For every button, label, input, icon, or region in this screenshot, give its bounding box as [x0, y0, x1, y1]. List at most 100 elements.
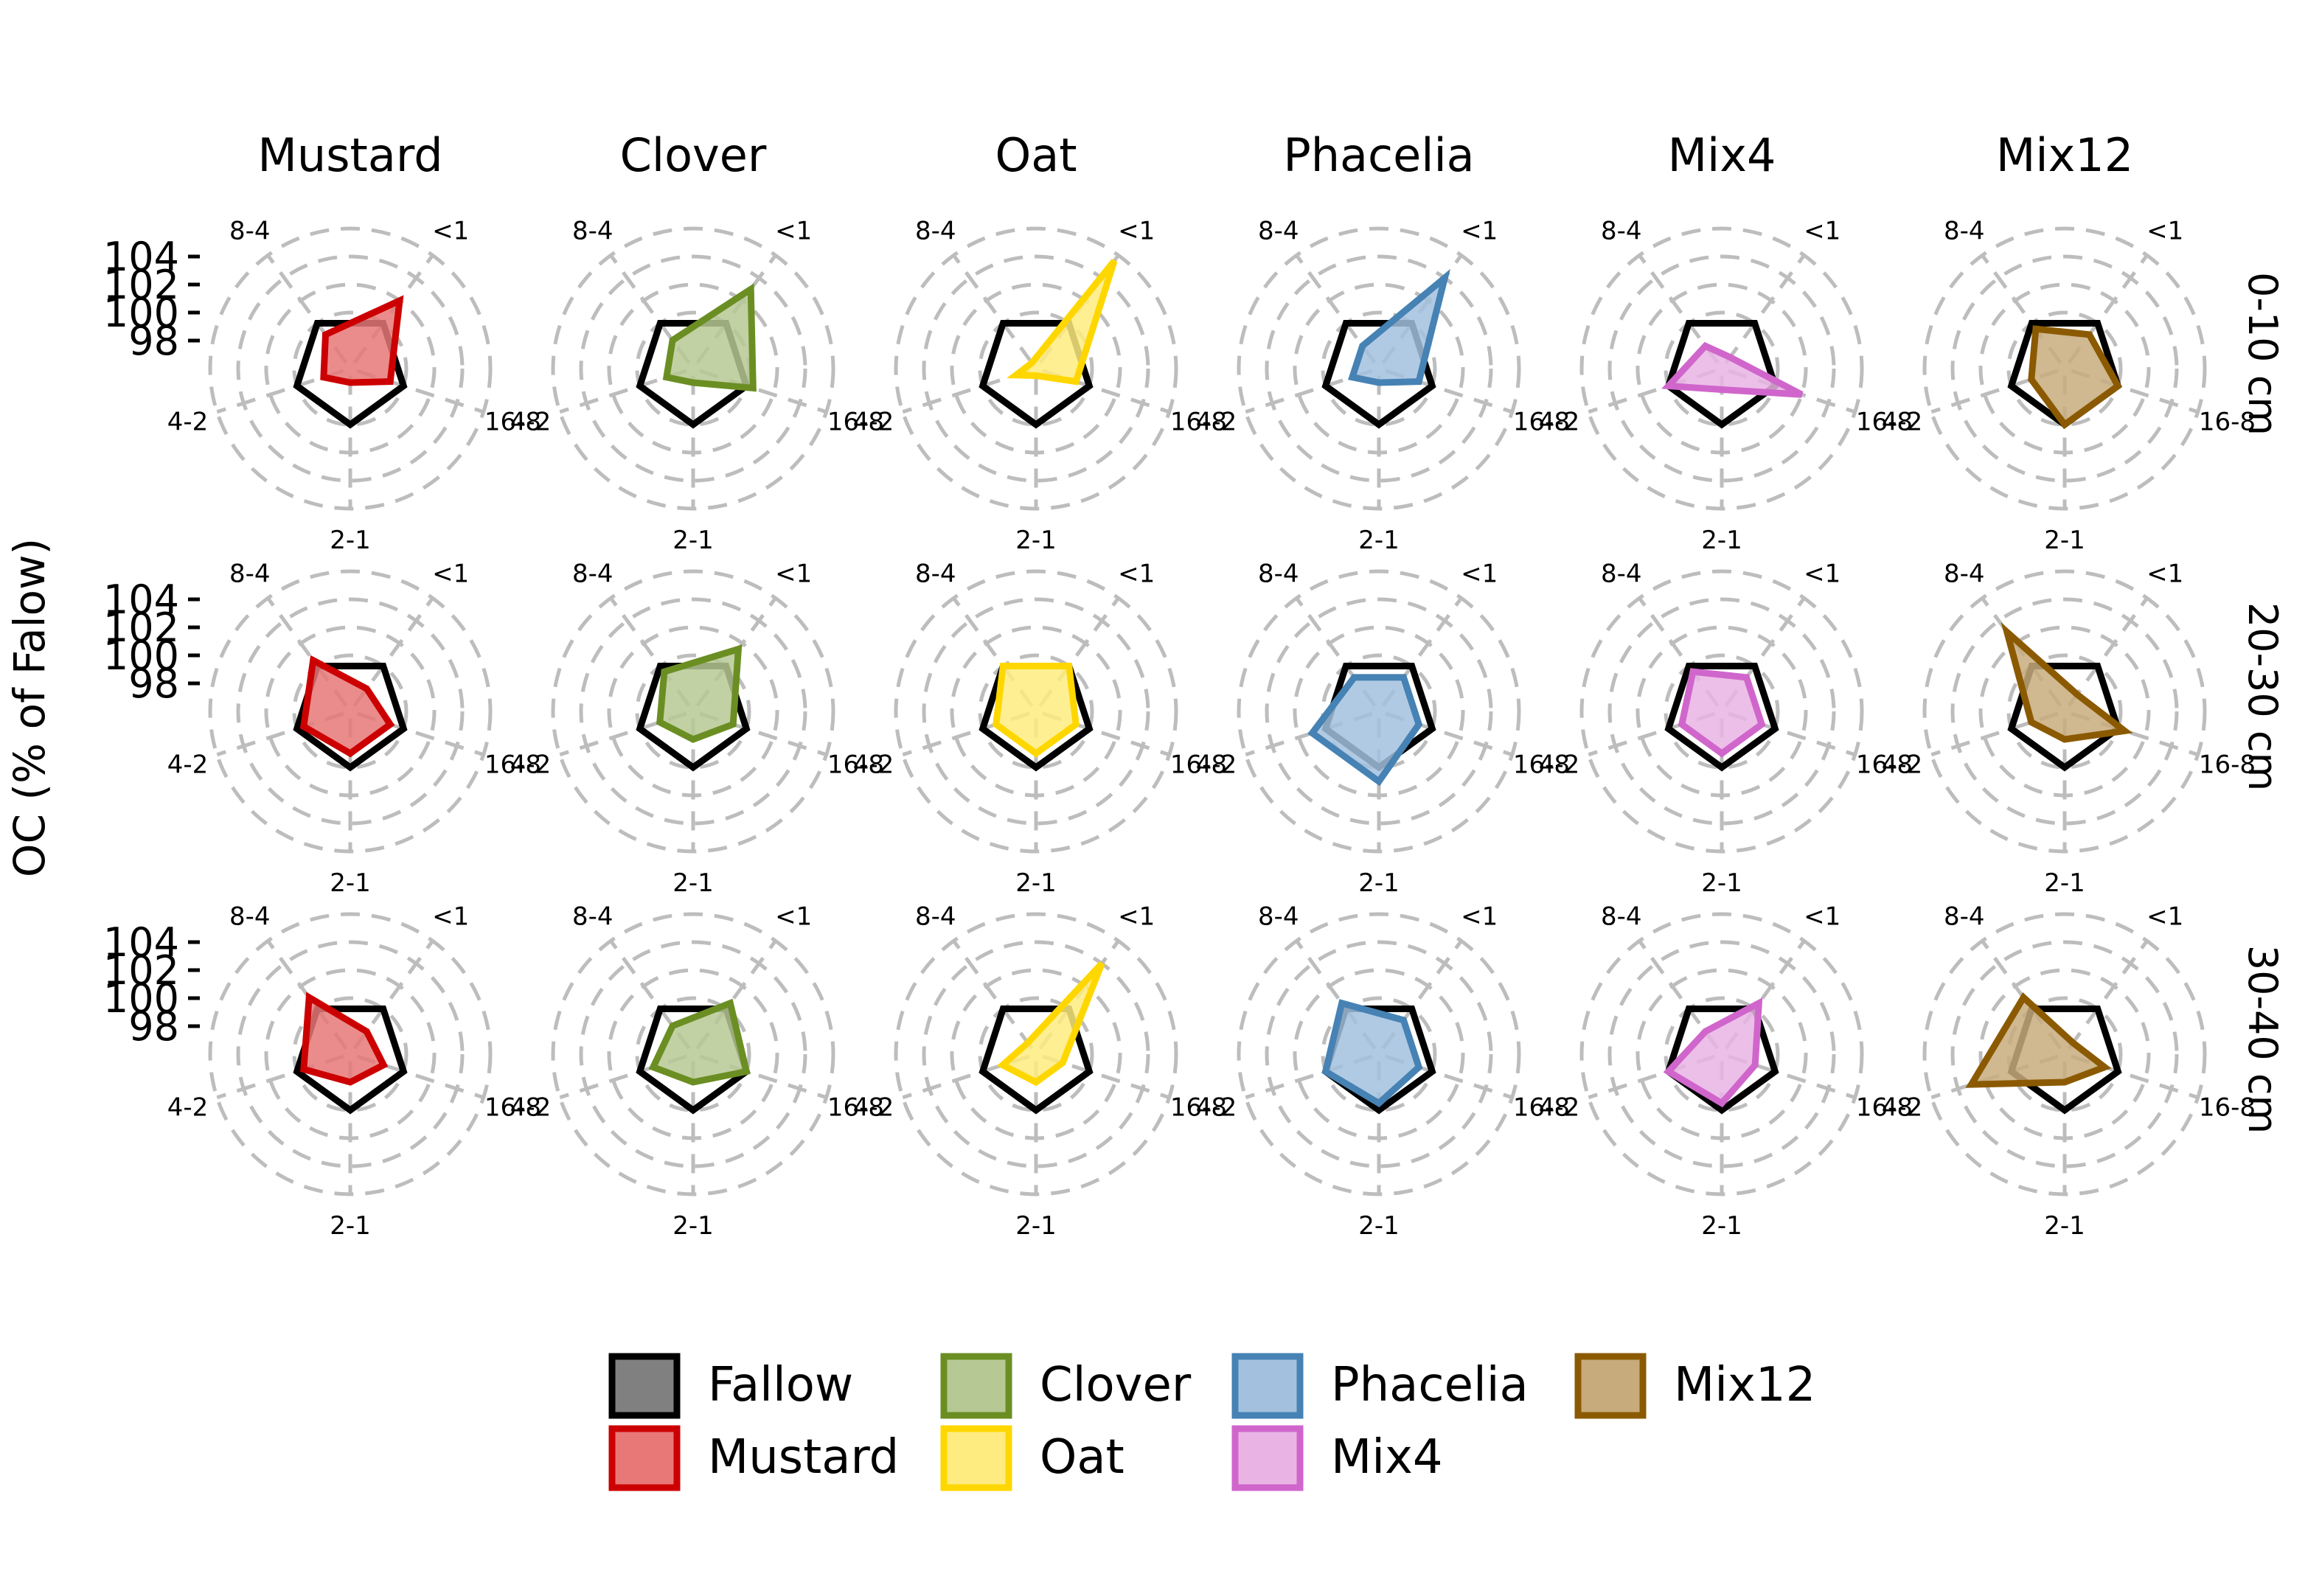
axis-label: <1 — [432, 559, 469, 588]
grid-spoke — [699, 1054, 827, 1100]
axis-label: 16-8 — [484, 1093, 541, 1123]
axis-label: 2-1 — [1701, 1211, 1742, 1241]
grid-spoke — [1638, 939, 1720, 1050]
grid-spoke — [902, 711, 1030, 757]
grid-spoke — [1245, 1054, 1373, 1100]
grid-spoke — [1381, 596, 1463, 707]
fallow-polygon — [978, 1006, 1094, 1115]
series-polygon-clover — [656, 644, 743, 743]
grid-spoke — [266, 254, 348, 364]
axis-label: <1 — [775, 902, 812, 931]
grid-spoke — [1724, 596, 1806, 707]
axis-label: 16-8 — [2199, 750, 2256, 780]
legend-key-mix4 — [1231, 1425, 1304, 1491]
axis-label: 2-1 — [1358, 526, 1400, 555]
grid-spoke — [1588, 1054, 1716, 1100]
legend-label: Mix4 — [1331, 1430, 1443, 1485]
axis-label: 8-4 — [1601, 902, 1642, 931]
series-polygon-mix4 — [1678, 668, 1766, 758]
axis-label: 2-1 — [672, 1211, 714, 1241]
axis-label: 8-4 — [1258, 559, 1299, 588]
axis-label: 16-8 — [827, 1093, 884, 1123]
axis-label: 4-2 — [167, 750, 209, 780]
grid-ring — [236, 597, 465, 826]
axis-label: 2-1 — [1701, 868, 1742, 898]
legend-label: Phacelia — [1331, 1358, 1529, 1412]
grid-spoke — [1295, 596, 1377, 707]
tick-label: 102 — [103, 947, 179, 994]
grid-spoke — [352, 596, 434, 707]
axis-label: 4-2 — [1196, 750, 1237, 780]
grid-spoke — [2067, 939, 2149, 1050]
axis-label: 16-8 — [1856, 408, 1913, 437]
panel-clover-2: <1 16-8 2-1 4-2 8-4 — [510, 902, 884, 1240]
axis-label: <1 — [1804, 559, 1840, 588]
series-polygon-oat — [993, 663, 1080, 758]
axis-label: 4-2 — [1882, 750, 1923, 780]
grid-spoke — [2071, 1054, 2199, 1100]
grid-spoke — [1728, 1054, 1856, 1100]
column-label: Mustard — [257, 128, 442, 182]
axis-label: 2-1 — [2044, 526, 2085, 555]
axis-label: 8-4 — [915, 216, 956, 245]
row-strip-labels: 0-10 cm 20-30 cm 30-40 cm — [2239, 272, 2286, 1134]
column-label: Phacelia — [1283, 128, 1474, 182]
row-label: 30-40 cm — [2239, 945, 2286, 1134]
column-label: Clover — [620, 128, 767, 182]
fallow-polygon — [293, 320, 408, 429]
grid-spoke — [695, 939, 777, 1050]
grid-spoke — [352, 939, 434, 1050]
axis-label: <1 — [1118, 559, 1155, 588]
grid-spoke — [609, 939, 691, 1050]
axis-label: 16-8 — [1513, 750, 1570, 780]
legend-label: Fallow — [708, 1358, 853, 1412]
panel-mix12-1: <1 16-8 2-1 4-2 8-4 — [1882, 559, 2256, 897]
grid-ring — [1950, 940, 2179, 1168]
grid-ring — [1607, 597, 1836, 826]
axis-label: <1 — [2147, 216, 2183, 245]
series-polygon-oat — [1007, 259, 1118, 386]
axis-label: 2-1 — [1358, 868, 1400, 898]
panel-clover-1: <1 16-8 2-1 4-2 8-4 — [510, 559, 884, 897]
axis-label: 8-4 — [229, 216, 271, 245]
grid-spoke — [559, 711, 687, 757]
panel-mix4-0: <1 16-8 2-1 4-2 8-4 — [1539, 216, 1913, 554]
grid-spoke — [559, 369, 687, 414]
tick-label: 100 — [103, 290, 179, 336]
axis-label: <1 — [2147, 559, 2183, 588]
column-strip-labels: Mustard Clover Oat Phacelia Mix4 Mix12 — [257, 128, 2133, 182]
fallow-polygon — [978, 320, 1094, 429]
panel-oat-0: <1 16-8 2-1 4-2 8-4 — [853, 216, 1227, 554]
column-label: Mix12 — [1996, 128, 2133, 182]
axis-label: 4-2 — [1539, 408, 1580, 437]
grid-ring — [292, 310, 409, 427]
grid-spoke — [609, 254, 691, 364]
tick-label: 100 — [103, 633, 179, 679]
axis-label: 8-4 — [915, 902, 956, 931]
grid-ring — [236, 254, 465, 483]
axis-label: <1 — [1461, 902, 1498, 931]
row-label: 0-10 cm — [2239, 272, 2286, 436]
grid-spoke — [216, 1054, 344, 1100]
series-polygon-mix4 — [1663, 997, 1763, 1108]
grid-ring — [978, 310, 1094, 427]
grid-spoke — [356, 711, 484, 757]
axis-label: 16-8 — [1513, 1093, 1570, 1123]
axis-label: 16-8 — [2199, 408, 2256, 437]
legend-label: Mustard — [708, 1430, 899, 1485]
grid-spoke — [356, 369, 484, 414]
axis-label: 8-4 — [1258, 216, 1299, 245]
grid-ring — [2006, 310, 2123, 427]
grid-spoke — [1728, 711, 1856, 757]
fallow-polygon — [2007, 1006, 2122, 1115]
axis-label: 2-1 — [330, 868, 371, 898]
axis-label: 2-1 — [1015, 526, 1057, 555]
grid-spoke — [952, 254, 1034, 364]
grid-spoke — [1385, 711, 1513, 757]
grid-spoke — [2071, 711, 2199, 757]
panel-mix12-2: <1 16-8 2-1 4-2 8-4 — [1882, 902, 2256, 1240]
tick-label: 100 — [103, 975, 179, 1022]
grid-ring — [1265, 254, 1493, 483]
axis-label: 4-2 — [853, 408, 894, 437]
series-polygon-oat — [996, 961, 1105, 1087]
